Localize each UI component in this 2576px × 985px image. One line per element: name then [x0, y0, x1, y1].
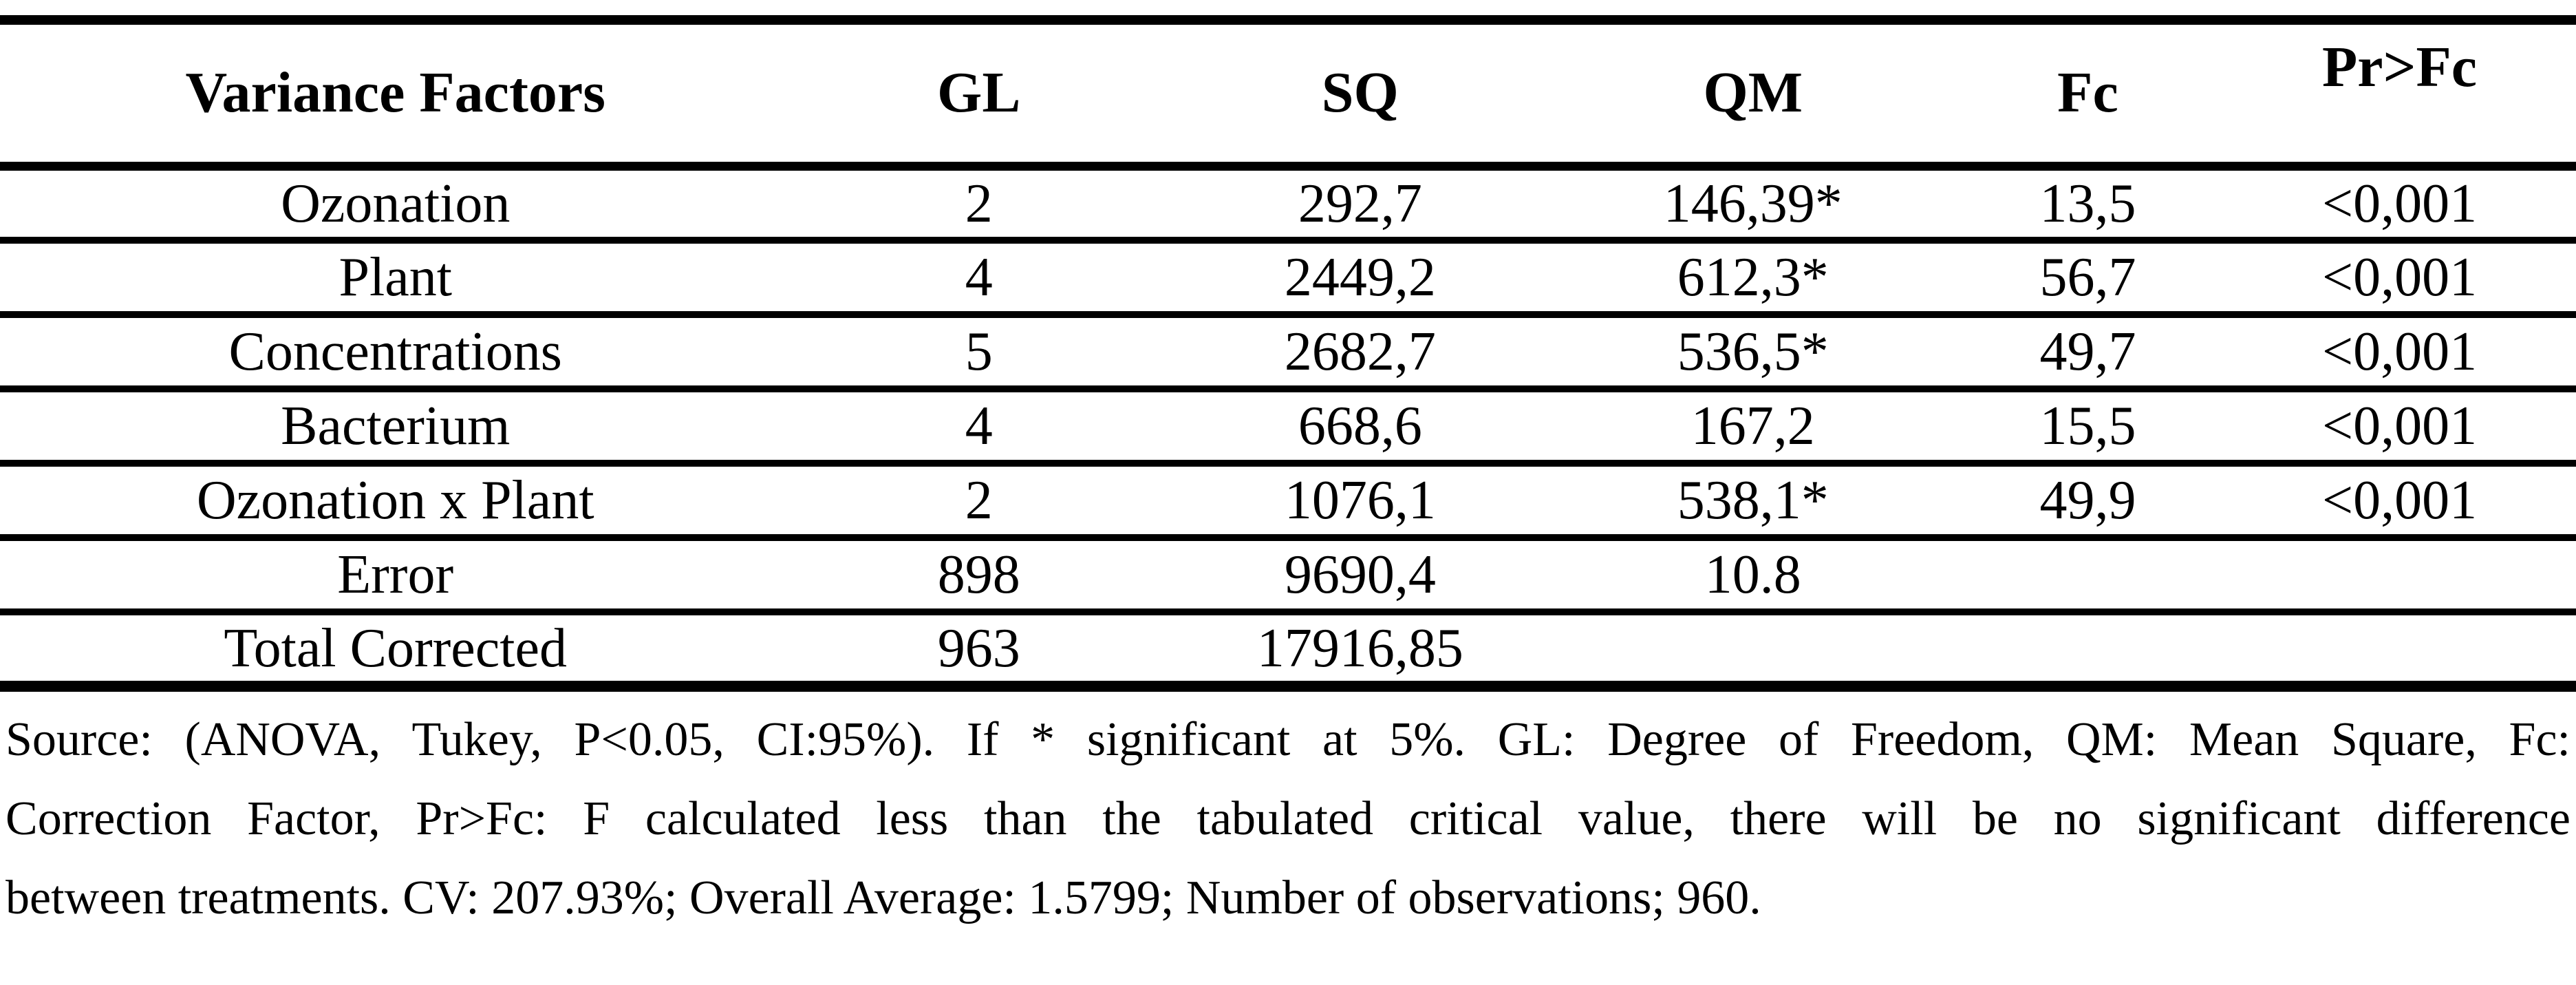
cell-gl: 4: [965, 247, 993, 308]
cell-fc: [1953, 538, 2223, 612]
anova-results-table: Variance Factors GL SQ QM Fc Pr>Fc Ozona…: [0, 15, 2576, 692]
cell-pr: <0,001: [2321, 396, 2478, 456]
table-row-error: Error 898 9690,4 10.8: [0, 538, 2576, 612]
cell-factor: Total Corrected: [224, 617, 568, 679]
cell-sq: 668,6: [1298, 396, 1422, 456]
cell-gl: 5: [965, 321, 993, 382]
footnote-line-1: Source: (ANOVA, Tukey, P<0.05, CI:95%). …: [6, 713, 2570, 766]
column-header-sq: SQ: [1321, 61, 1399, 125]
footnote-line-3: between treatments. CV: 207.93%; Overall…: [6, 871, 1761, 924]
table-row-ozonation: Ozonation 2 292,7 146,39* 13,5 <0,001: [0, 166, 2576, 240]
cell-gl: 898: [937, 544, 1020, 605]
cell-pr: <0,001: [2321, 321, 2478, 382]
cell-qm: 536,5*: [1677, 321, 1829, 382]
table-row-plant: Plant 4 2449,2 612,3* 56,7 <0,001: [0, 240, 2576, 315]
cell-qm: 612,3*: [1677, 247, 1829, 308]
cell-factor: Ozonation: [281, 173, 511, 234]
cell-gl: 2: [965, 173, 993, 234]
table-header-row: Variance Factors GL SQ QM Fc Pr>Fc: [0, 20, 2576, 166]
cell-gl: 963: [937, 617, 1020, 679]
table-footnote: Source: (ANOVA, Tukey, P<0.05, CI:95%). …: [0, 700, 2576, 938]
cell-sq: 17916,85: [1256, 617, 1463, 679]
cell-pr: <0,001: [2321, 470, 2478, 531]
column-header-gl: GL: [937, 61, 1021, 125]
column-header-pr-fc: Pr>Fc: [2321, 35, 2478, 99]
table-row-bacterium: Bacterium 4 668,6 167,2 15,5 <0,001: [0, 389, 2576, 463]
cell-gl: 2: [965, 470, 993, 531]
table-row-concentrations: Concentrations 5 2682,7 536,5* 49,7 <0,0…: [0, 315, 2576, 389]
cell-fc: 15,5: [2039, 396, 2136, 456]
table-row-ozonation-x-plant: Ozonation x Plant 2 1076,1 538,1* 49,9 <…: [0, 463, 2576, 538]
cell-factor: Bacterium: [281, 396, 511, 456]
cell-pr: <0,001: [2321, 173, 2478, 234]
footnote-line-2: Correction Factor, Pr>Fc: F calculated l…: [6, 792, 2570, 845]
cell-factor: Ozonation x Plant: [196, 470, 594, 531]
cell-qm: 10.8: [1704, 544, 1801, 605]
cell-factor: Concentrations: [228, 321, 562, 382]
cell-fc: 49,9: [2039, 470, 2136, 531]
cell-sq: 9690,4: [1284, 544, 1436, 605]
cell-fc: 56,7: [2039, 247, 2136, 308]
column-header-fc: Fc: [2057, 61, 2118, 125]
cell-sq: 2449,2: [1284, 247, 1436, 308]
cell-pr: [2223, 538, 2576, 612]
cell-gl: 4: [965, 396, 993, 456]
cell-qm: 538,1*: [1677, 470, 1829, 531]
cell-sq: 2682,7: [1284, 321, 1436, 382]
cell-factor: Error: [337, 544, 454, 605]
cell-sq: 292,7: [1298, 173, 1422, 234]
table-row-total-corrected: Total Corrected 963 17916,85: [0, 612, 2576, 686]
column-header-qm: QM: [1703, 61, 1803, 125]
column-header-variance-factors: Variance Factors: [185, 61, 605, 125]
cell-fc: [1953, 612, 2223, 686]
cell-qm: 146,39*: [1663, 173, 1843, 234]
cell-factor: Plant: [339, 247, 452, 308]
cell-qm: 167,2: [1690, 396, 1815, 456]
cell-sq: 1076,1: [1284, 470, 1436, 531]
cell-fc: 13,5: [2039, 173, 2136, 234]
cell-qm: [1554, 612, 1953, 686]
cell-pr: <0,001: [2321, 247, 2478, 308]
cell-pr: [2223, 612, 2576, 686]
cell-fc: 49,7: [2039, 321, 2136, 382]
